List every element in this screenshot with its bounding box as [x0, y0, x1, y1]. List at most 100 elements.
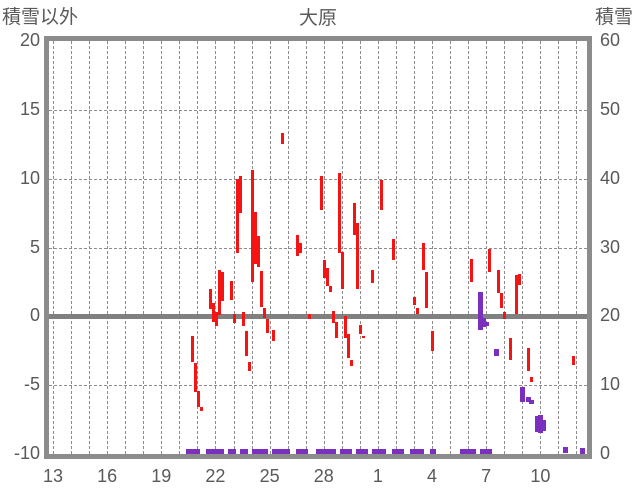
temperature-bar: [197, 390, 200, 408]
temperature-bar: [470, 258, 473, 282]
y-axis-left-tick: 20: [19, 30, 40, 50]
y-axis-right-tick: 50: [600, 98, 621, 119]
snowdepth-zero-run: [228, 449, 236, 454]
snowdepth-zero-run: [430, 449, 436, 454]
temperature-bar: [266, 319, 269, 333]
snowdepth-zero-run: [272, 449, 290, 454]
temperature-bar: [503, 312, 506, 320]
temperature-bar: [200, 407, 203, 412]
snowdepth-zero-run: [296, 449, 308, 454]
y-axis-left-tick: 15: [19, 98, 40, 119]
left-axis-unit-label: 積雪以外: [2, 7, 79, 28]
x-axis-tick: 10: [530, 466, 551, 486]
snowdepth-bar: [541, 419, 546, 431]
temperature-bar: [212, 302, 215, 322]
x-axis-tick: 22: [205, 466, 226, 486]
temperature-bar: [221, 272, 224, 302]
plot-area: [49, 41, 587, 454]
temperature-bar: [350, 360, 353, 366]
temperature-bar: [242, 312, 245, 326]
temperature-bar: [416, 308, 419, 314]
snowdepth-zero-run: [316, 449, 336, 454]
zero-line: [49, 314, 587, 320]
temperature-bar: [422, 243, 425, 270]
snowdepth-zero-run: [186, 449, 200, 454]
snowdepth-zero-run: [206, 449, 224, 454]
y-axis-left-tick: -10: [13, 443, 40, 463]
y-axis-left-tick: 0: [29, 305, 40, 326]
gridline-horizontal: [49, 178, 587, 180]
snowdepth-bar: [526, 396, 531, 403]
temperature-bar: [296, 235, 299, 256]
temperature-bar: [215, 312, 218, 326]
temperature-bar: [515, 275, 518, 314]
x-axis-tick: 28: [313, 466, 334, 486]
temperature-bar: [335, 321, 338, 339]
y-axis-right-tick: 40: [600, 167, 621, 188]
temperature-bar: [431, 331, 434, 351]
temperature-bar: [263, 308, 266, 318]
snowdepth-bar: [484, 321, 489, 326]
temperature-bar: [425, 272, 428, 309]
y-axis-left-tick: 10: [19, 167, 40, 188]
temperature-bar: [530, 376, 533, 383]
temperature-bar: [323, 259, 326, 278]
x-axis-tick: 19: [151, 466, 172, 486]
snowdepth-zero-run: [356, 449, 368, 454]
snowdepth-zero-run: [240, 449, 248, 454]
temperature-bar: [248, 361, 251, 372]
y-axis-left-tick: -5: [23, 374, 40, 395]
temperature-bar: [191, 335, 194, 362]
gridline-horizontal: [49, 385, 587, 387]
temperature-bar: [320, 175, 323, 211]
temperature-bar: [347, 334, 350, 358]
temperature-bar: [326, 268, 329, 287]
temperature-bar: [257, 236, 260, 267]
temperature-bar: [230, 280, 233, 300]
chart-title: 大原: [298, 8, 337, 29]
y-axis-left-tick: 5: [29, 236, 40, 257]
temperature-bar: [509, 338, 512, 361]
temperature-bar: [413, 297, 416, 306]
temperature-bar: [239, 175, 242, 214]
temperature-bar: [245, 331, 248, 357]
temperature-bar: [272, 330, 275, 342]
snowdepth-zero-run: [252, 449, 268, 454]
temperature-bar: [527, 347, 530, 372]
snowdepth-bar: [535, 416, 540, 432]
snowdepth-bar: [494, 348, 499, 357]
temperature-bar: [218, 269, 221, 315]
y-axis-right-tick: 10: [600, 374, 621, 395]
y-axis-right-tick: 0: [600, 443, 611, 463]
temperature-bar: [497, 269, 500, 293]
temperature-bar: [359, 324, 362, 335]
temperature-bar: [251, 170, 254, 282]
temperature-bar: [518, 273, 521, 285]
temperature-bar: [209, 288, 212, 310]
temperature-bar: [380, 180, 383, 211]
temperature-bar: [371, 269, 374, 284]
temperature-bar: [329, 286, 332, 292]
x-axis-tick: 13: [42, 466, 64, 486]
y-axis-right-tick: 20: [600, 305, 621, 326]
snowdepth-zero-run: [460, 449, 476, 454]
x-axis-tick: 25: [259, 466, 280, 486]
snowdepth-bar: [478, 292, 483, 331]
temperature-bar: [572, 356, 575, 365]
y-axis-right-tick: 60: [600, 30, 621, 50]
right-axis-unit-label: 積雪: [594, 7, 633, 28]
temperature-bar: [344, 316, 347, 339]
temperature-bar: [392, 239, 395, 260]
temperature-bar: [308, 313, 311, 320]
temperature-bar: [194, 363, 197, 393]
snowdepth-bar: [538, 415, 543, 434]
temperature-bar: [299, 243, 302, 253]
snowdepth-zero-run: [340, 449, 352, 454]
temperature-bar: [356, 222, 359, 289]
snowdepth-bar: [563, 447, 568, 453]
temperature-bar: [353, 203, 356, 236]
snowdepth-bar: [481, 317, 486, 327]
gridline-horizontal: [49, 109, 587, 111]
snowdepth-bar: [529, 399, 534, 405]
